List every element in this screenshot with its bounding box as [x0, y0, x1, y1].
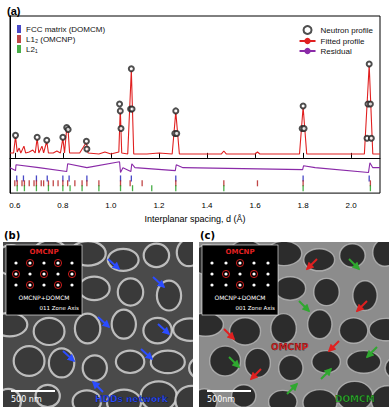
svg-text:OMCNP: OMCNP — [29, 248, 58, 256]
svg-text:HDDs network: HDDs network — [95, 394, 169, 404]
svg-text:OMCNP: OMCNP — [271, 342, 309, 352]
svg-text:Fitted profile: Fitted profile — [321, 37, 366, 46]
svg-text:(c): (c) — [200, 230, 215, 241]
svg-text:(a): (a) — [7, 5, 21, 17]
svg-text:0.8: 0.8 — [57, 201, 69, 210]
svg-text:001 Zone Axis: 001 Zone Axis — [236, 305, 276, 311]
svg-text:1.0: 1.0 — [105, 201, 117, 210]
svg-text:1.6: 1.6 — [250, 201, 262, 210]
svg-text:0.6: 0.6 — [9, 201, 21, 210]
svg-text:500 nm: 500 nm — [11, 395, 42, 404]
svg-text:Interplanar spacing, d (Å): Interplanar spacing, d (Å) — [144, 214, 245, 224]
svg-text:1.4: 1.4 — [201, 201, 213, 210]
svg-text:L2₁: L2₁ — [26, 45, 38, 54]
svg-text:DOMCM: DOMCM — [335, 394, 375, 404]
svg-text:Neutron profile: Neutron profile — [321, 26, 374, 35]
svg-text:2.0: 2.0 — [346, 201, 358, 210]
svg-text:011 Zone Axis: 011 Zone Axis — [40, 305, 80, 311]
svg-text:OMCNP+DOMCM: OMCNP+DOMCM — [214, 294, 265, 301]
svg-text:(b): (b) — [4, 230, 20, 241]
svg-text:FCC matrix (DOMCM): FCC matrix (DOMCM) — [26, 25, 105, 34]
svg-text:1.8: 1.8 — [298, 201, 310, 210]
svg-text:1.2: 1.2 — [153, 201, 165, 210]
svg-text:500nm: 500nm — [207, 395, 235, 404]
svg-text:OMCNP+DOMCM: OMCNP+DOMCM — [18, 294, 69, 301]
svg-text:Residual: Residual — [321, 47, 352, 56]
svg-text:L1₂ (OMCNP): L1₂ (OMCNP) — [26, 35, 76, 44]
svg-text:OMCNP: OMCNP — [225, 248, 254, 256]
